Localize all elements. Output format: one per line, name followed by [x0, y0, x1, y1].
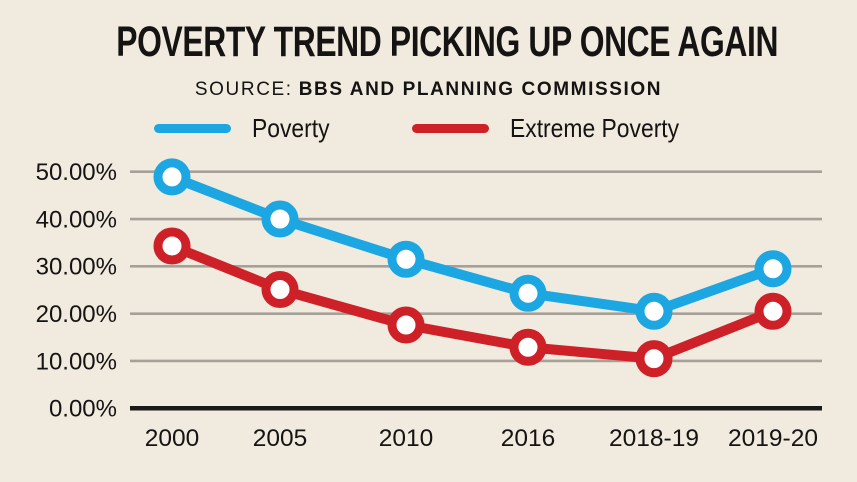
data-point-marker [509, 328, 547, 366]
x-tick-label: 2019-20 [728, 425, 818, 452]
line-chart: 0.00%10.00%20.00%30.00%40.00%50.00%2000 2… [36, 158, 822, 452]
x-tick-label: 2000 [145, 425, 200, 452]
data-point-marker [261, 271, 299, 309]
title-row: POVERTY TREND PICKING UP ONCE AGAIN [0, 18, 857, 66]
y-tick-labels: 0.00% 10.00% 20.00% 30.00% 40.00% 50.00% [36, 159, 117, 423]
poverty-legend-swatch-icon [154, 123, 232, 133]
series-poverty [153, 158, 792, 330]
y-tick-label: 20.00% [36, 301, 117, 328]
source-value: BBS AND PLANNING COMMISSION [298, 79, 663, 100]
series-extreme-poverty [153, 227, 792, 378]
data-point-marker [635, 292, 673, 330]
series-line [167, 240, 778, 364]
gridlines [130, 170, 822, 363]
data-point-marker [635, 340, 673, 378]
legend: Poverty Extreme Poverty [0, 112, 857, 144]
x-tick-label: 2016 [501, 425, 556, 452]
data-point-marker [754, 250, 792, 288]
x-tick-label: 2018-19 [609, 425, 699, 452]
y-tick-label: 50.00% [36, 159, 117, 186]
data-point-marker [754, 292, 792, 330]
series-line [167, 171, 778, 317]
data-point-marker [387, 240, 425, 278]
y-tick-label: 30.00% [36, 254, 117, 281]
chart-title: POVERTY TREND PICKING UP ONCE AGAIN [116, 18, 779, 66]
x-tick-label: 2010 [379, 425, 434, 452]
y-tick-label: 10.00% [36, 348, 117, 375]
legend-label-extreme-poverty: Extreme Poverty [510, 113, 680, 143]
data-point-marker [153, 158, 191, 196]
data-point-marker [509, 274, 547, 312]
extreme-poverty-legend-swatch-icon [412, 123, 490, 133]
source-label: SOURCE: [194, 79, 293, 100]
source-line: SOURCE: BBS AND PLANNING COMMISSION [0, 80, 857, 99]
data-point-marker [261, 200, 299, 238]
data-point-marker [153, 227, 191, 265]
y-tick-label: 40.00% [36, 206, 117, 233]
legend-item-extreme-poverty: Extreme Poverty [412, 112, 702, 144]
x-tick-labels: 2000 2005 2010 2016 2018-19 2019-20 [145, 425, 818, 452]
y-tick-label: 0.00% [49, 396, 117, 423]
x-tick-label: 2005 [253, 425, 308, 452]
legend-item-poverty: Poverty [154, 112, 340, 144]
data-point-marker [387, 306, 425, 344]
legend-label-poverty: Poverty [252, 113, 330, 143]
